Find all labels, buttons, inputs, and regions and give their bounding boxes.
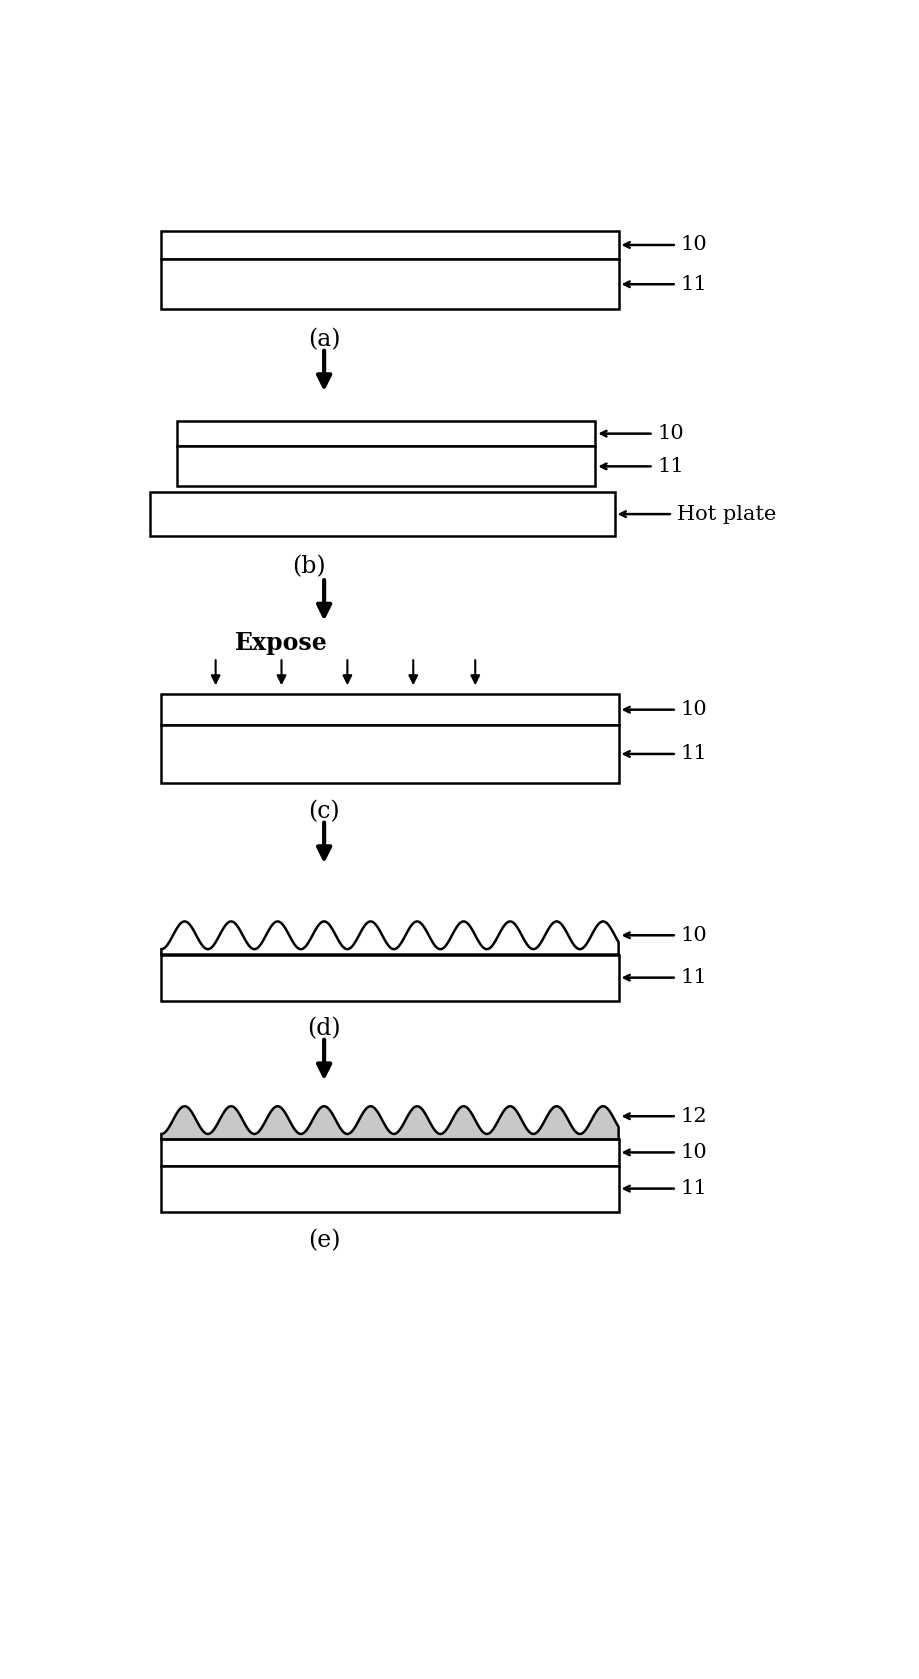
Text: Hot plate: Hot plate bbox=[676, 505, 777, 524]
Text: 10: 10 bbox=[657, 425, 684, 443]
Text: 10: 10 bbox=[681, 925, 708, 945]
Text: 11: 11 bbox=[681, 744, 708, 764]
Text: 10: 10 bbox=[681, 235, 708, 255]
Text: 10: 10 bbox=[681, 1143, 708, 1162]
Polygon shape bbox=[162, 1106, 618, 1140]
Polygon shape bbox=[162, 955, 618, 1001]
Polygon shape bbox=[162, 922, 618, 955]
Text: 11: 11 bbox=[681, 275, 708, 294]
Text: Expose: Expose bbox=[235, 631, 328, 655]
Text: 11: 11 bbox=[657, 457, 684, 475]
Polygon shape bbox=[176, 447, 596, 487]
Text: (c): (c) bbox=[308, 801, 340, 823]
Polygon shape bbox=[162, 259, 618, 309]
Polygon shape bbox=[150, 492, 615, 536]
Text: 10: 10 bbox=[681, 700, 708, 719]
Polygon shape bbox=[162, 1140, 618, 1165]
Text: (e): (e) bbox=[308, 1229, 340, 1253]
Text: 11: 11 bbox=[681, 1179, 708, 1199]
Text: (d): (d) bbox=[307, 1017, 341, 1041]
Text: 12: 12 bbox=[681, 1106, 708, 1125]
Polygon shape bbox=[176, 421, 596, 447]
Polygon shape bbox=[162, 1165, 618, 1212]
Polygon shape bbox=[162, 695, 618, 725]
Text: (a): (a) bbox=[308, 329, 340, 351]
Text: 11: 11 bbox=[681, 969, 708, 987]
Polygon shape bbox=[162, 230, 618, 259]
Polygon shape bbox=[162, 725, 618, 782]
Text: (b): (b) bbox=[292, 556, 325, 579]
